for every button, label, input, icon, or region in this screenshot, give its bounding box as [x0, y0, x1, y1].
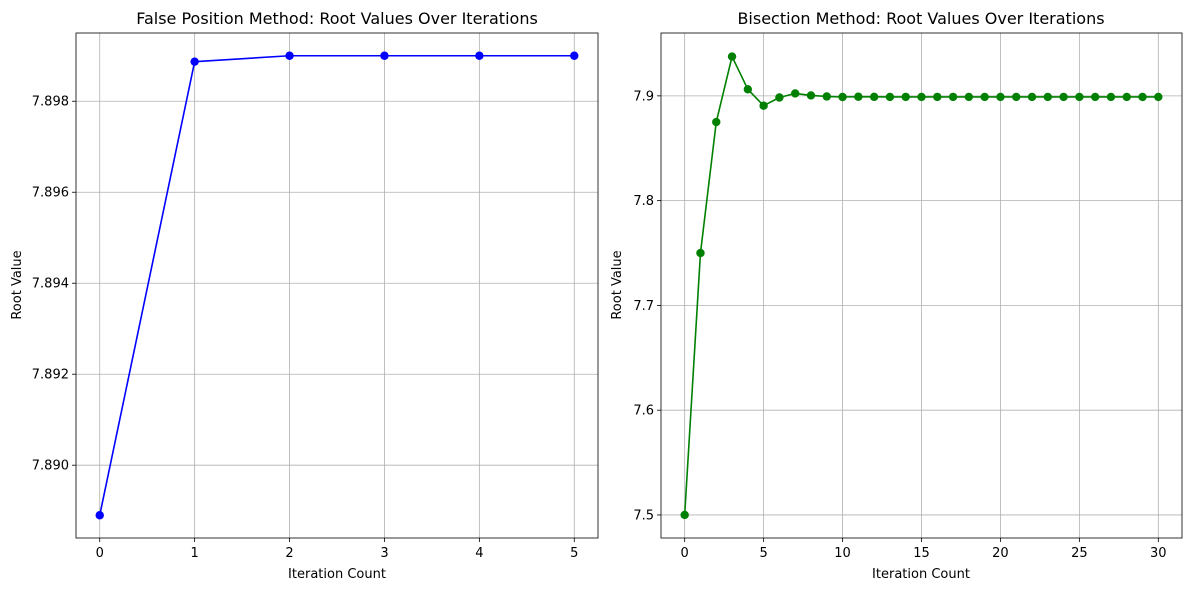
y-tick-label: 7.7 [633, 299, 654, 314]
data-point [1043, 92, 1053, 102]
data-point [806, 91, 816, 100]
data-point [696, 248, 705, 258]
y-tick-label: 7.896 [32, 186, 69, 201]
false-position-chart: False Position Method: Root Values Over … [10, 9, 599, 582]
data-point [964, 92, 974, 102]
data-point [996, 92, 1005, 102]
data-point [712, 117, 721, 127]
series-bisection [680, 52, 1163, 520]
data-point [980, 92, 989, 102]
grid-false-position [76, 33, 598, 538]
y-tick-label: 7.894 [32, 277, 69, 292]
data-point [743, 85, 753, 94]
x-tick-label: 30 [1150, 546, 1167, 561]
x-tick-label: 2 [285, 546, 293, 561]
x-tick-label: 0 [96, 546, 104, 561]
data-point [1059, 92, 1068, 102]
x-tick-label: 10 [834, 546, 851, 561]
data-point [1090, 92, 1100, 102]
data-point [917, 92, 926, 102]
data-point [854, 92, 863, 101]
data-point [1106, 92, 1116, 102]
x-tick-label: 0 [681, 546, 689, 561]
y-tick-label: 7.9 [633, 89, 654, 104]
x-tick-label: 5 [570, 546, 578, 561]
chart-title-bisection: Bisection Method: Root Values Over Itera… [737, 9, 1104, 28]
data-point [901, 92, 910, 102]
x-axis-label-bisection: Iteration Count [872, 567, 970, 582]
data-point [570, 51, 579, 60]
data-point [1138, 92, 1147, 102]
data-point [1012, 92, 1021, 102]
data-point [885, 92, 895, 102]
data-point [1027, 92, 1037, 102]
x-tick-label: 20 [992, 546, 1009, 561]
x-tick-label: 3 [380, 546, 388, 561]
chart-title-false-position: False Position Method: Root Values Over … [136, 9, 538, 28]
y-tick-label: 7.5 [633, 508, 654, 523]
series-line [98, 54, 575, 516]
data-point [933, 92, 942, 102]
data-point [380, 51, 389, 60]
data-point [759, 101, 768, 110]
data-point [791, 89, 800, 98]
data-point [285, 51, 294, 60]
data-point [1122, 92, 1131, 102]
y-axis-label-bisection: Root Value [610, 250, 625, 319]
data-point [1075, 92, 1084, 102]
ticks-false-position: 0 1 2 3 4 5 7.890 7.892 7.894 7.896 7.898 [32, 95, 579, 561]
axes-frame-false-position [75, 32, 599, 539]
y-tick-label: 7.6 [633, 404, 654, 419]
x-axis-label-false-position: Iteration Count [288, 567, 386, 582]
data-point [838, 92, 847, 102]
y-tick-label: 7.890 [32, 459, 69, 474]
data-point [869, 92, 879, 102]
grid-bisection [661, 33, 1182, 538]
data-point [775, 93, 784, 102]
y-axis-label-false-position: Root Value [10, 250, 25, 319]
x-tick-label: 4 [475, 546, 483, 561]
bisection-chart: Bisection Method: Root Values Over Itera… [610, 9, 1183, 582]
x-tick-label: 5 [759, 546, 767, 561]
x-tick-label: 25 [1071, 546, 1088, 561]
data-point [822, 92, 831, 101]
x-tick-label: 15 [913, 546, 930, 561]
ticks-bisection: 0 5 10 15 20 25 30 7.5 7.6 7.7 7.8 7.9 [633, 89, 1166, 561]
data-point [727, 52, 737, 61]
x-tick-label: 1 [190, 546, 198, 561]
data-point [948, 92, 958, 102]
data-point [1154, 92, 1163, 102]
data-point [95, 511, 104, 520]
y-tick-label: 7.892 [32, 368, 69, 383]
y-tick-label: 7.898 [32, 95, 69, 110]
series-false-position [95, 51, 579, 520]
y-tick-label: 7.8 [633, 194, 654, 209]
data-point [680, 510, 689, 520]
data-point [190, 57, 199, 66]
data-point [475, 51, 484, 60]
